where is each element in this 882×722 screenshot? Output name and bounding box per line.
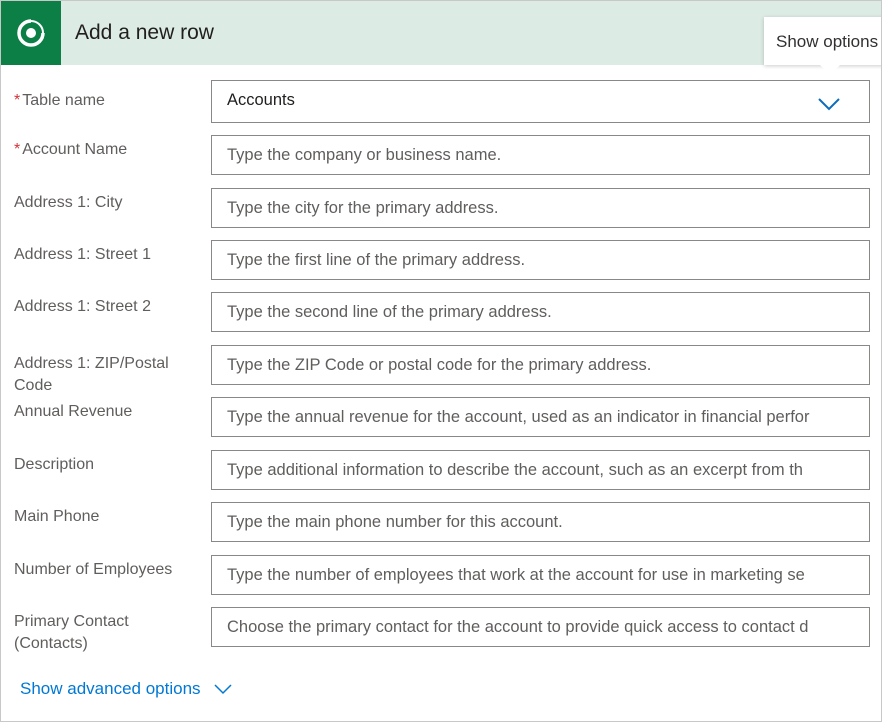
label-text: Address 1: ZIP/Postal Code [14,355,169,394]
label-text: Primary Contact (Contacts) [14,613,129,652]
placeholder: Type additional information to describe … [227,461,803,479]
field-label: Number of Employees [14,559,199,581]
field-input[interactable]: Type the ZIP Code or postal code for the… [211,345,870,385]
placeholder: Choose the primary contact for the accou… [227,618,809,636]
field-input[interactable]: Type the company or business name. [211,135,870,175]
placeholder: Type the second line of the primary addr… [227,303,552,321]
field-input[interactable]: Choose the primary contact for the accou… [211,607,870,647]
label-text: Address 1: City [14,194,123,211]
label-text: Account Name [22,141,128,158]
field-label: Annual Revenue [14,401,199,423]
label-text: Address 1: Street 1 [14,246,151,263]
field-label: Main Phone [14,506,199,528]
label-text: Annual Revenue [14,403,133,420]
field-label: Address 1: Street 1 [14,244,199,266]
required-asterisk: * [14,141,21,158]
advanced-label: Show advanced options [20,679,201,698]
field-input[interactable]: Type the main phone number for this acco… [211,502,870,542]
field-label: Address 1: ZIP/Postal Code [14,353,199,397]
placeholder: Type the first line of the primary addre… [227,251,526,269]
label-text: Description [14,456,95,473]
card-header[interactable]: Add a new row [1,1,881,65]
placeholder: Type the annual revenue for the account,… [227,408,810,426]
field-label: * Table name [14,90,199,112]
dataverse-logo-icon [1,1,61,65]
field-label: Address 1: City [14,192,199,214]
field-input[interactable]: Type the second line of the primary addr… [211,292,870,332]
field-input[interactable]: Type the city for the primary address. [211,188,870,228]
label-text: Address 1: Street 2 [14,298,151,315]
table-name-select[interactable]: Accounts [211,80,870,123]
field-label: Primary Contact (Contacts) [14,611,199,655]
field-label: Address 1: Street 2 [14,296,199,318]
chevron-down-icon [214,684,232,695]
label-text: Number of Employees [14,561,173,578]
placeholder: Type the city for the primary address. [227,199,499,217]
placeholder: Type the main phone number for this acco… [227,513,563,531]
show-options-tooltip: Show options [764,17,881,75]
field-input[interactable]: Type the number of employees that work a… [211,555,870,595]
placeholder: Type the number of employees that work a… [227,566,805,584]
field-input[interactable]: Type additional information to describe … [211,450,870,490]
label-text: Table name [22,92,105,109]
show-advanced-options-link[interactable]: Show advanced options [20,679,233,699]
placeholder: Type the company or business name. [227,146,502,164]
field-label: * Account Name [14,139,199,161]
chevron-down-icon[interactable] [817,97,841,111]
placeholder: Type the ZIP Code or postal code for the… [227,356,652,374]
card-title: Add a new row [75,21,214,44]
field-input[interactable]: Type the first line of the primary addre… [211,240,870,280]
field-label: Description [14,454,199,476]
label-text: Main Phone [14,508,100,525]
field-input[interactable]: Type the annual revenue for the account,… [211,397,870,437]
selected-value: Accounts [227,91,295,109]
required-asterisk: * [14,92,21,109]
